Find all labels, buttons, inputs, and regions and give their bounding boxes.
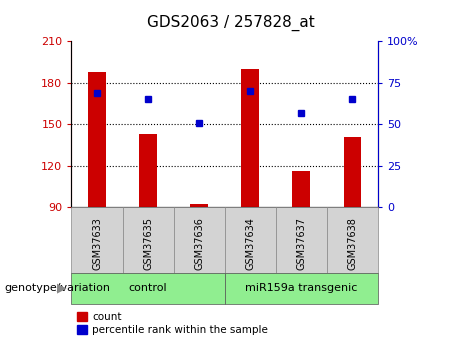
Bar [292, 171, 310, 207]
Text: GDS2063 / 257828_at: GDS2063 / 257828_at [147, 14, 314, 30]
Text: genotype/variation: genotype/variation [5, 283, 111, 293]
Text: miR159a transgenic: miR159a transgenic [245, 283, 358, 293]
Text: GSM37638: GSM37638 [348, 217, 357, 270]
Legend: count, percentile rank within the sample: count, percentile rank within the sample [77, 312, 268, 335]
Text: GSM37636: GSM37636 [194, 217, 204, 270]
Bar [225, 273, 378, 304]
Bar [174, 207, 225, 273]
Bar [71, 207, 123, 273]
Bar [88, 72, 106, 207]
Text: ▶: ▶ [58, 282, 67, 295]
Text: GSM37634: GSM37634 [245, 217, 255, 270]
Bar [343, 137, 361, 207]
Text: GSM37637: GSM37637 [296, 217, 307, 270]
Bar [242, 69, 259, 207]
Bar [123, 207, 174, 273]
Text: GSM37633: GSM37633 [92, 217, 102, 270]
Bar [139, 134, 157, 207]
Text: control: control [129, 283, 167, 293]
Bar [190, 204, 208, 207]
Text: GSM37635: GSM37635 [143, 217, 153, 270]
Bar [71, 273, 225, 304]
Bar [225, 207, 276, 273]
Bar [327, 207, 378, 273]
Bar [276, 207, 327, 273]
